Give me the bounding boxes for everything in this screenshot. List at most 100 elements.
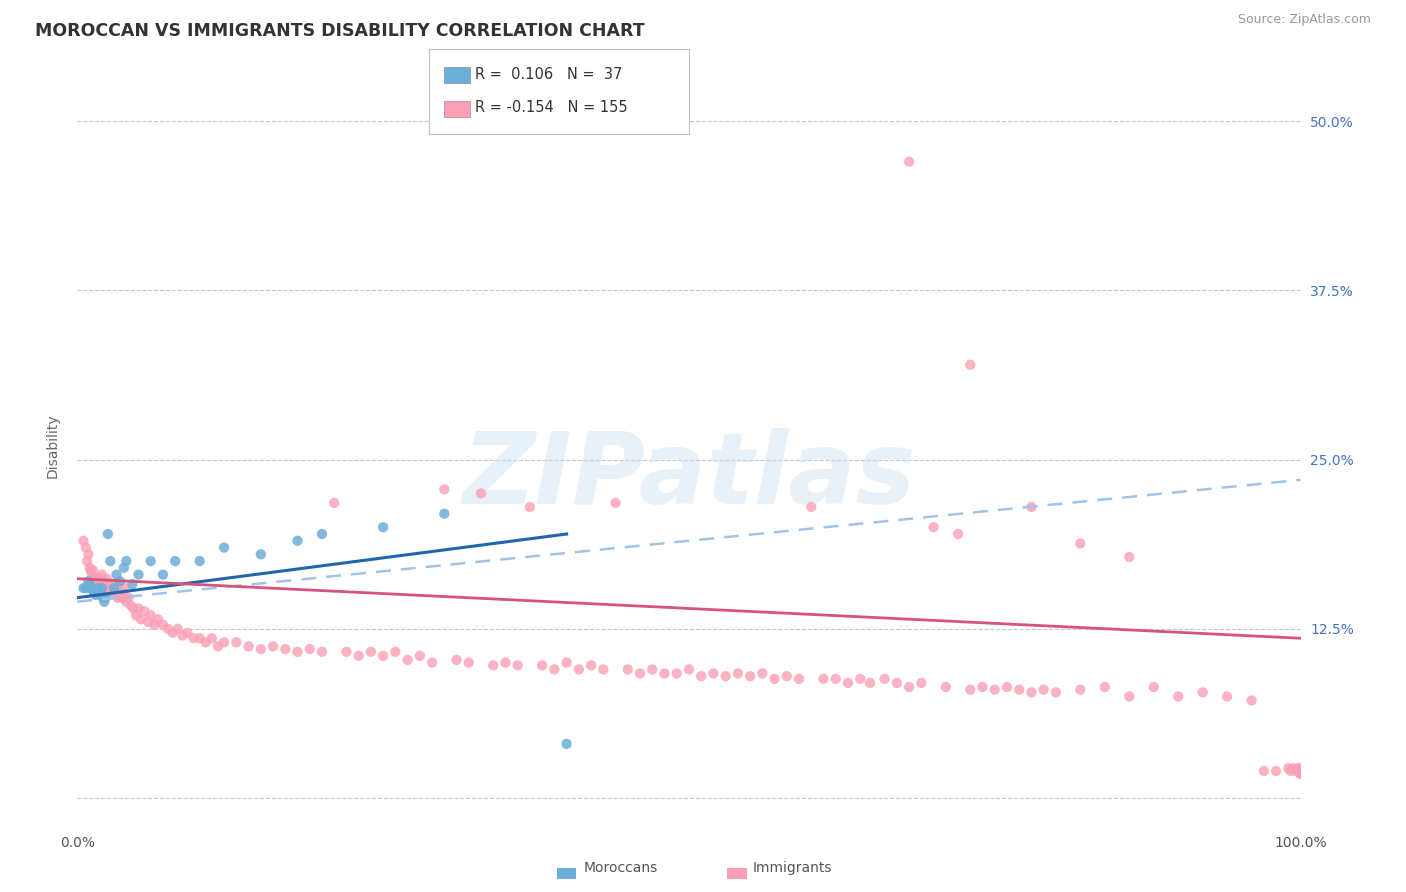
Text: Source: ZipAtlas.com: Source: ZipAtlas.com (1237, 13, 1371, 27)
Point (96, 572, 118, 586)
Point (183, 632, 205, 646)
Point (886, 676, 908, 690)
Point (80, 564, 103, 578)
Point (995, 680, 1018, 694)
Point (107, 591, 129, 605)
Point (360, 645, 382, 659)
Point (1032, 682, 1054, 697)
Point (75, 581, 97, 595)
Point (212, 541, 235, 555)
Point (91, 574, 114, 589)
Point (873, 672, 896, 686)
Point (1289, 764, 1312, 778)
Point (641, 662, 664, 676)
Point (120, 599, 142, 613)
Point (80, 567, 103, 582)
Point (531, 658, 554, 673)
Text: R =  0.106   N =  37: R = 0.106 N = 37 (475, 67, 623, 81)
Point (238, 640, 260, 654)
Point (104, 585, 127, 599)
Point (1285, 764, 1308, 778)
Point (80, 581, 103, 595)
Point (579, 658, 602, 673)
Point (139, 554, 162, 568)
Point (1069, 682, 1091, 697)
Y-axis label: Disability: Disability (45, 414, 59, 478)
Point (384, 645, 406, 659)
Point (1289, 766, 1312, 780)
Point (433, 507, 456, 521)
Point (83, 585, 105, 599)
Point (152, 617, 174, 632)
Point (1118, 690, 1140, 704)
Point (409, 648, 432, 663)
Point (75, 541, 97, 555)
Point (91, 591, 114, 605)
Point (72, 533, 94, 548)
Point (568, 662, 591, 676)
Point (108, 588, 131, 602)
Point (77, 547, 100, 561)
Point (323, 496, 346, 510)
Point (714, 669, 737, 683)
Point (287, 645, 309, 659)
Point (311, 527, 333, 541)
Point (787, 672, 810, 686)
Point (274, 642, 297, 657)
Point (420, 656, 443, 670)
Point (77, 574, 100, 589)
Text: R = -0.154   N = 155: R = -0.154 N = 155 (475, 101, 628, 115)
Point (1118, 549, 1140, 564)
Point (103, 581, 125, 595)
Point (121, 577, 143, 591)
Point (110, 591, 132, 605)
Point (922, 520, 945, 534)
Point (1167, 690, 1189, 704)
Point (371, 648, 394, 663)
Point (824, 672, 846, 686)
Point (482, 658, 505, 673)
Point (506, 658, 529, 673)
Point (347, 648, 370, 663)
Point (727, 666, 749, 681)
Point (129, 612, 152, 626)
Point (194, 635, 217, 649)
Point (165, 554, 187, 568)
Point (82, 564, 104, 578)
Point (1240, 693, 1263, 707)
Point (82, 583, 104, 598)
Point (122, 601, 145, 615)
Point (859, 676, 882, 690)
Point (837, 676, 859, 690)
Point (100, 577, 122, 591)
Point (1191, 685, 1213, 699)
Text: Immigrants: Immigrants (752, 862, 832, 875)
Point (176, 625, 198, 640)
Point (172, 629, 194, 643)
Point (98, 577, 121, 591)
Point (98, 588, 121, 602)
Point (94, 577, 117, 591)
Point (98, 554, 121, 568)
Point (335, 645, 357, 659)
Point (188, 632, 211, 646)
Point (89, 583, 111, 598)
Point (592, 662, 614, 676)
Point (959, 682, 981, 697)
Point (105, 567, 128, 582)
Point (166, 622, 188, 636)
Point (555, 656, 578, 670)
Point (143, 617, 166, 632)
Point (118, 591, 141, 605)
Point (90, 581, 112, 595)
Point (910, 676, 932, 690)
Point (80, 581, 103, 595)
Point (898, 680, 921, 694)
Point (114, 581, 136, 595)
Point (1289, 766, 1312, 780)
Point (665, 666, 688, 681)
Point (79, 561, 101, 575)
Point (1021, 685, 1043, 699)
Point (433, 483, 456, 497)
Point (90, 572, 112, 586)
